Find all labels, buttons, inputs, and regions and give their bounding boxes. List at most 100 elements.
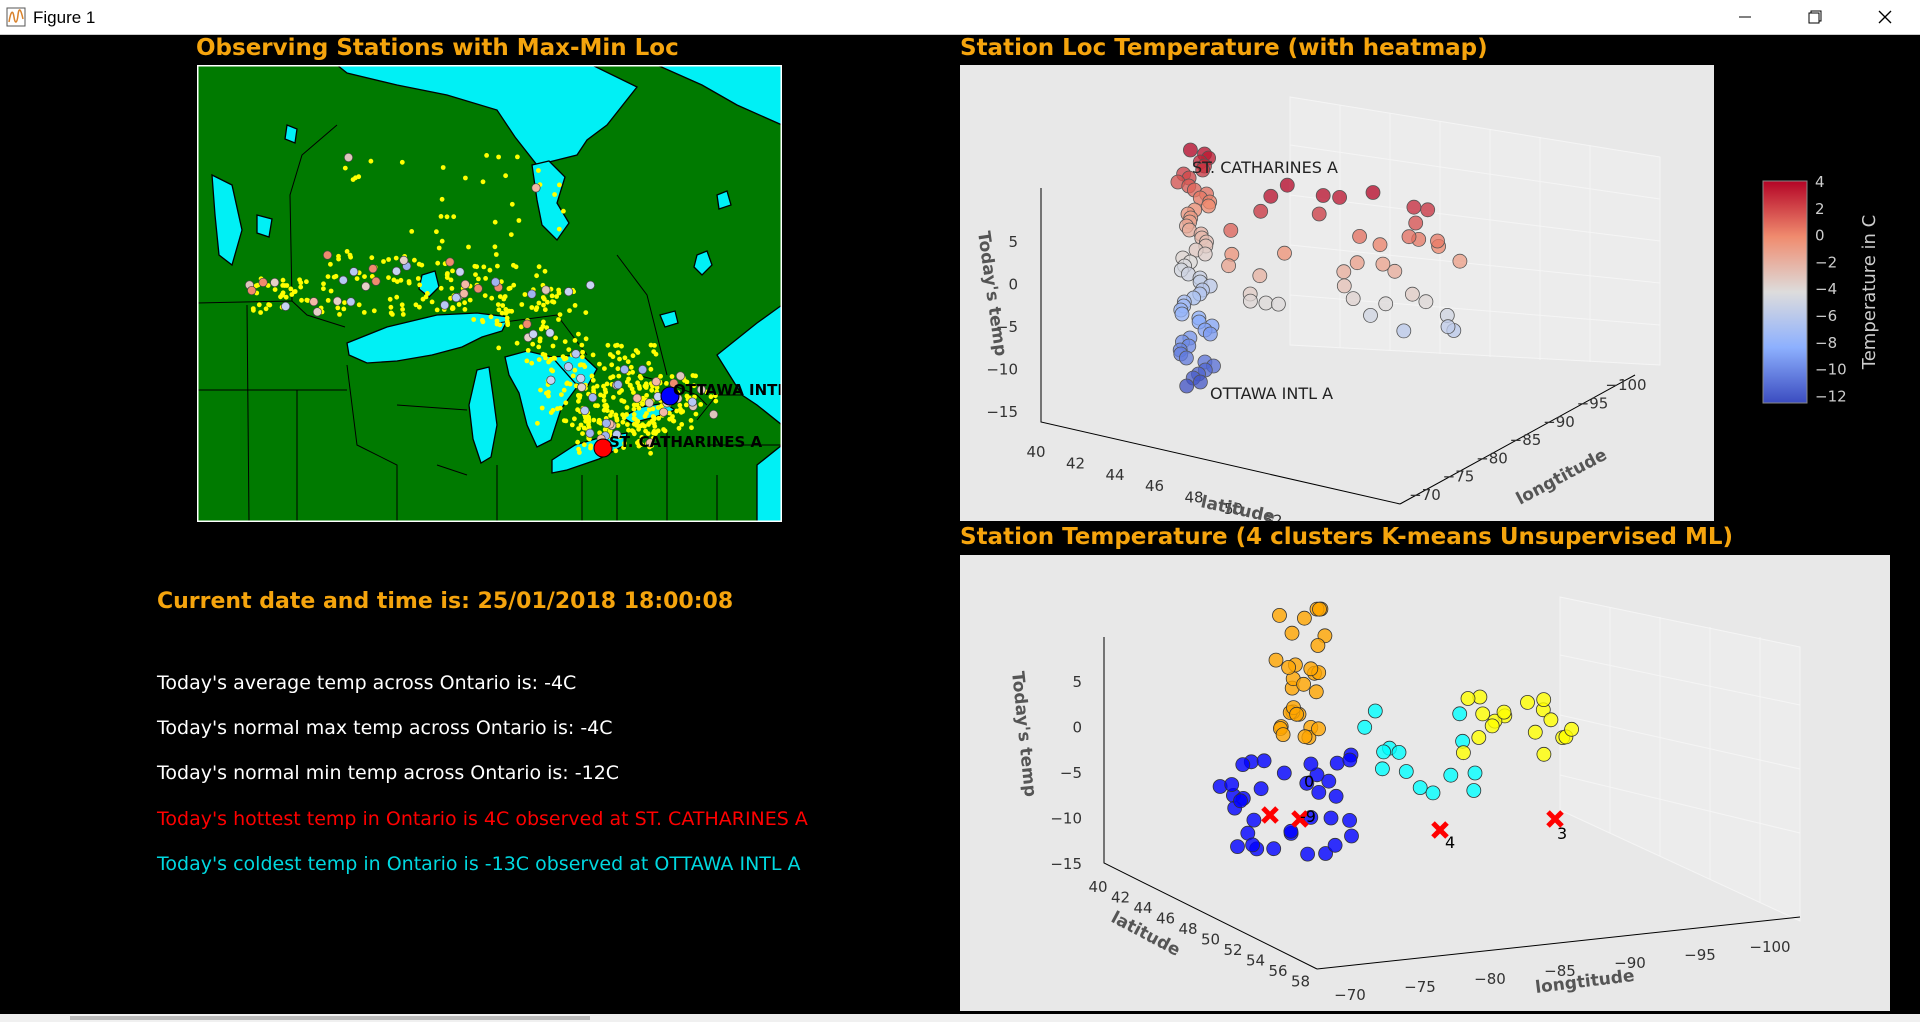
station-dot-383 [598,392,603,398]
station-dot-502 [492,244,498,250]
station-dot-468 [625,422,630,427]
centroid-label-minus9: -9 [1300,807,1316,826]
colorbar-tick-1: 2 [1815,200,1825,218]
station-dot-322 [626,427,631,433]
station-dot-451 [580,431,585,436]
cluster-xtick-0: 40 [1088,878,1107,896]
station-dot-410 [676,425,682,431]
centroid-marker-0 [1261,806,1279,824]
centroid-label-4: 4 [1445,833,1455,852]
station-dot-135 [529,305,535,310]
lake-ne2 [659,310,679,328]
station-dot-146 [479,317,485,323]
heatmap-xtick-6: 52 [1263,511,1282,521]
station-dot-58 [399,302,405,308]
heatmap-point-5 [1195,162,1211,178]
station-dot-204 [567,308,572,313]
cluster-point-13 [1296,676,1312,692]
station-dot-27 [280,277,286,283]
normal-max-text: Today's normal max temp across Ontario i… [157,717,613,739]
station-dot-0 [283,294,289,300]
station-dot-509 [444,214,450,220]
station-dot-459 [639,435,645,440]
station-dot-126 [541,319,546,325]
station-dot-552 [646,407,652,412]
cluster-point-75 [1357,719,1373,735]
station-dot-291 [546,393,551,399]
cluster-point-2 [1284,625,1300,641]
station-dot-65 [347,252,353,258]
station-dot-129 [444,275,450,280]
station-dot-145 [445,271,450,276]
heatmap-ytick-6: −100 [1605,376,1646,394]
station-dot-97 [390,312,395,317]
heatmap-point-87 [1408,215,1424,231]
station-circle-33 [563,362,573,372]
cluster-point-78 [1367,703,1383,719]
station-dot-303 [550,407,556,413]
cluster-xtick-4: 48 [1178,920,1197,938]
station-dot-411 [671,418,677,424]
station-circle-18 [522,319,532,329]
station-dot-90 [386,257,391,262]
station-circle-14 [632,393,642,403]
scrollbar-thumb[interactable] [70,1016,590,1020]
station-circle-57 [546,375,556,385]
station-dot-392 [674,408,680,414]
station-circle-19 [440,300,450,310]
station-dot-280 [564,381,570,386]
station-dot-234 [561,387,567,393]
close-button[interactable] [1850,0,1920,34]
station-dot-412 [602,403,608,408]
horizontal-scrollbar[interactable] [0,1014,1920,1022]
station-dot-457 [575,439,580,445]
heatmap-xtick-3: 46 [1145,477,1164,495]
hottest-text: Today's hottest temp in Ontario is 4C ob… [157,808,808,830]
station-dot-192 [541,302,546,308]
restore-button[interactable] [1780,0,1850,34]
station-dot-425 [654,385,660,390]
station-circle-43 [528,329,538,339]
station-dot-51 [450,268,455,274]
heatmap-point-86 [1372,237,1388,253]
heatmap-point-72 [1349,255,1365,271]
close-icon [1878,10,1892,24]
station-dot-88 [400,312,406,317]
station-circle-36 [455,267,465,277]
station-dot-181 [544,325,550,330]
station-dot-503 [438,214,444,219]
station-dot-486 [576,426,581,431]
cluster-point-72 [1425,785,1441,801]
station-dot-133 [473,272,478,277]
station-dot-167 [590,352,596,358]
station-dot-86 [394,294,400,300]
station-dot-400 [679,422,685,427]
station-dot-357 [631,390,636,395]
station-dot-134 [545,299,550,305]
avg-temp-text: Today's average temp across Ontario is: … [157,672,577,694]
station-dot-510 [356,174,362,180]
station-dot-495 [466,244,471,250]
cluster-point-44 [1253,781,1269,797]
station-dot-194 [556,317,561,322]
heatmap-point-94 [1252,268,1268,284]
cluster-point-43 [1283,823,1299,839]
datetime-heading: Current date and time is: 25/01/2018 18:… [157,589,734,614]
station-dot-556 [713,393,718,399]
station-dot-69 [325,298,331,303]
station-dot-148 [488,314,494,320]
station-dot-13 [321,281,326,287]
cluster-ztick-2: −5 [1060,764,1082,782]
heatmap-axes [1040,188,1636,505]
minimize-button[interactable] [1710,0,1780,34]
station-dot-184 [502,294,508,299]
station-dot-150 [583,310,589,315]
lake-winnipeg [211,173,243,267]
station-dot-537 [708,394,714,400]
station-dot-202 [534,305,540,311]
station-dot-137 [450,305,456,310]
cluster-point-64 [1299,775,1315,791]
heatmap-point-61 [1336,264,1352,280]
cluster-point-87 [1536,692,1552,708]
station-dot-354 [691,383,697,389]
